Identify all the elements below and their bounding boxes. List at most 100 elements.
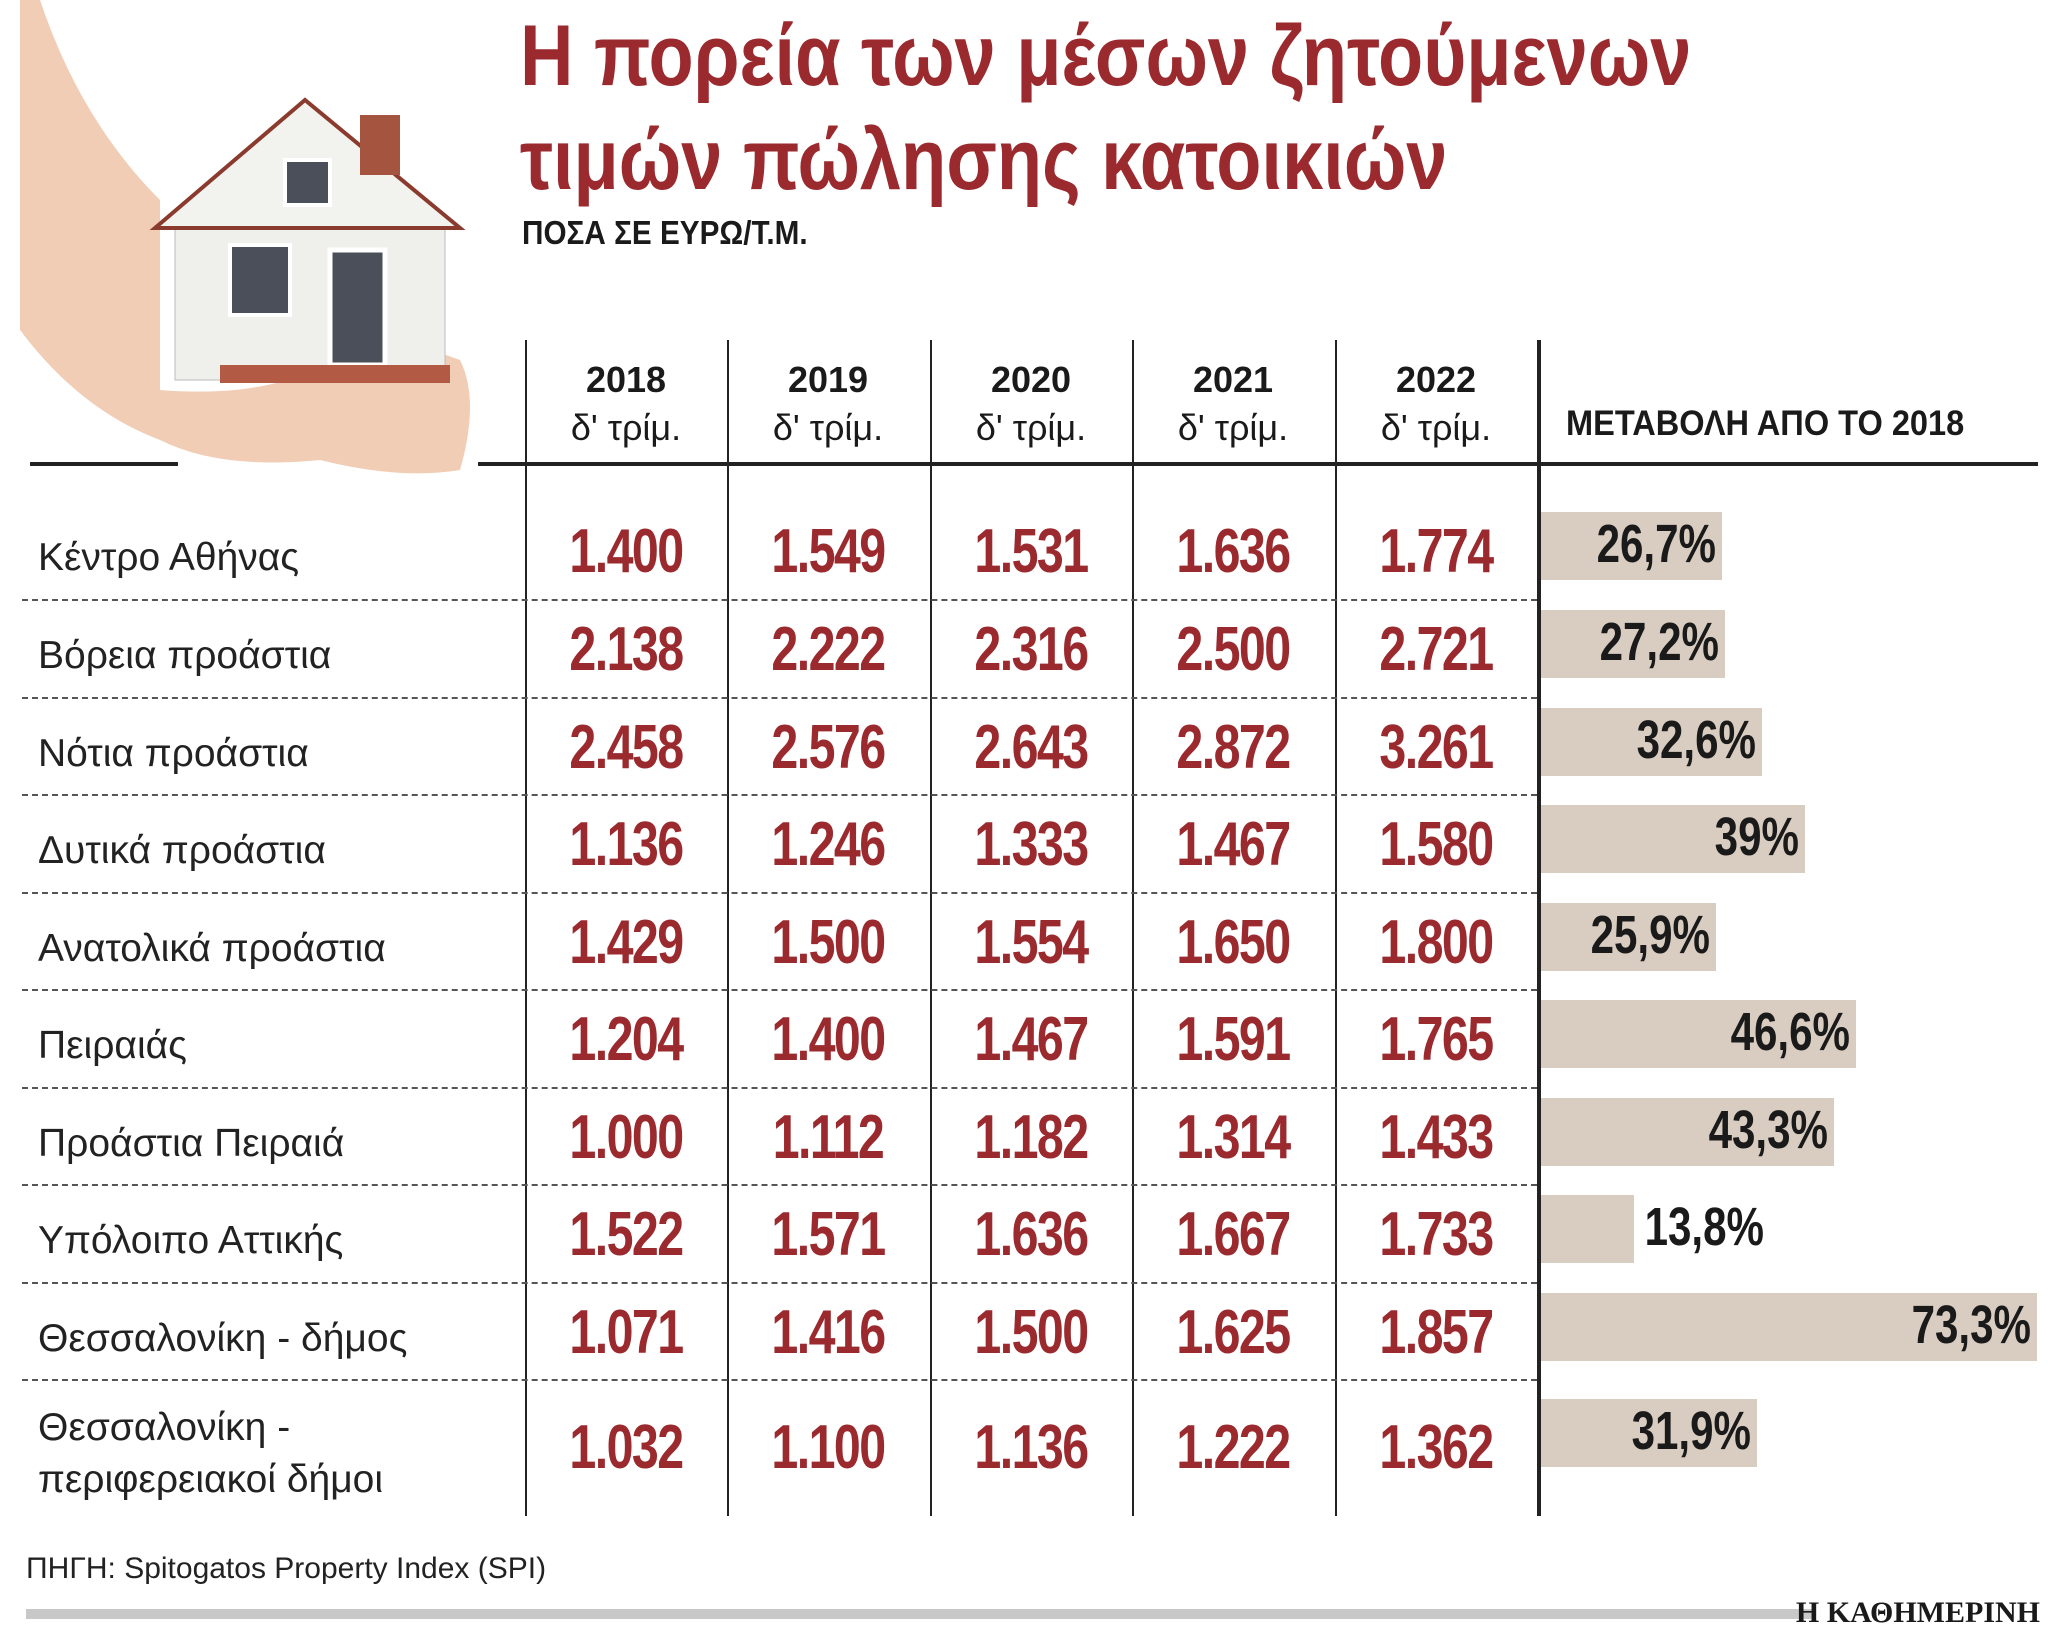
value-cell: 1.000 [569,1102,684,1172]
house-wall [174,219,446,381]
value-cell: 1.733 [1379,1200,1494,1269]
door [327,247,388,368]
value-cell: 1.636 [1176,517,1291,586]
table-row: Ανατολικά προάστια 1.429 1.500 1.554 1.650 1.… [22,894,1537,991]
value-cell: 1.667 [1176,1200,1291,1269]
value-cell: 2.643 [974,712,1089,782]
change-bar [1541,707,1762,776]
value-cell: 1.549 [771,517,886,586]
change-bar [1541,1292,2037,1361]
column-header: 2021 δ' τρίμ. [1132,356,1334,452]
footer-bar [26,1609,1816,1619]
column-year: 2020 [990,359,1072,400]
value-cell: 1.136 [569,810,684,879]
value-cell: 1.136 [974,1413,1089,1482]
value-cell: 1.625 [1176,1297,1291,1367]
column-divider [930,340,932,1516]
source-note: ΠΗΓΗ: Spitogatos Property Index (SPI) [26,1552,547,1585]
value-cell: 1.204 [569,1005,684,1074]
row-label: Κέντρο Αθήνας [38,536,300,579]
value-cell: 1.467 [1176,810,1291,879]
value-cell: 1.400 [771,1005,886,1074]
table-row: Βόρεια προάστια 2.138 2.222 2.316 2.500 2.721 [22,601,1537,699]
value-cell: 1.314 [1176,1102,1291,1172]
column-divider [1335,340,1337,1516]
title-line-1: Η πορεία των μέσων ζητούμενων [520,8,1692,104]
value-cell: 1.774 [1379,517,1494,586]
change-label: 39% [1714,807,1799,867]
units-subtitle: ΠΟΣΑ ΣΕ ΕΥΡΩ/Τ.Μ. [522,214,808,251]
header-rule-left [30,462,178,466]
change-bar [1541,1195,1635,1263]
column-year: 2019 [787,359,869,400]
table-row: Θεσσαλονίκη - περιφερειακοί δήμοι 1.032 1.… [22,1381,1537,1515]
value-cell: 1.429 [569,907,684,977]
value-cell: 1.362 [1379,1413,1494,1482]
table-row: Υπόλοιπο Αττικής 1.522 1.571 1.636 1.667 1.73… [22,1186,1537,1284]
change-bar [1541,610,1726,678]
title-line-2: τιμών πώλησης κατοικιών [520,112,1448,208]
change-bar [1541,512,1722,580]
column-header: 2019 δ' τρίμ. [727,356,929,452]
value-cell: 1.032 [569,1413,684,1482]
value-cell: 1.071 [569,1297,684,1367]
value-cell: 1.857 [1379,1297,1494,1367]
value-cell: 1.416 [771,1297,886,1367]
table-row: Προάστια Πειραιά 1.000 1.112 1.182 1.314 1.43… [22,1089,1537,1186]
row-label: Ανατολικά προάστια [38,926,386,970]
value-cell: 1.333 [974,810,1089,879]
value-cell: 2.222 [771,615,886,684]
change-label: 73,3% [1911,1294,2031,1355]
column-divider [1537,340,1541,1516]
column-header: 2022 δ' τρίμ. [1335,356,1537,452]
column-header: 2020 δ' τρίμ. [930,356,1132,452]
row-label: Θεσσαλονίκη - περιφερειακοί δήμοι [38,1406,384,1501]
change-label: 25,9% [1590,904,1711,965]
change-label: 13,8% [1644,1197,1765,1257]
value-cell: 1.636 [974,1200,1089,1269]
column-quarter: δ' τρίμ. [570,407,682,448]
change-label: 32,6% [1636,709,1756,770]
change-bar [1541,1000,1857,1068]
value-cell: 1.467 [974,1005,1089,1074]
chimney [360,115,400,175]
column-quarter: δ' τρίμ. [1380,407,1492,448]
house-base [220,365,450,383]
publisher-logo: Η ΚΑΘΗΜΕΡΙΝΗ [1795,1596,2040,1629]
column-quarter: δ' τρίμ. [772,407,884,448]
value-cell: 1.500 [974,1297,1089,1367]
header-rule-main [478,462,2038,466]
value-cell: 2.500 [1176,615,1291,684]
value-cell: 1.182 [974,1102,1089,1172]
column-year: 2021 [1192,359,1274,400]
value-cell: 1.580 [1379,810,1494,879]
change-label: 43,3% [1708,1099,1828,1160]
change-label: 27,2% [1599,612,1720,672]
value-cell: 3.261 [1379,712,1494,782]
value-cell: 1.100 [771,1413,886,1482]
value-cell: 1.522 [569,1200,684,1269]
row-label: Θεσσαλονίκη - δήμος [38,1316,408,1360]
value-cell: 1.571 [771,1200,886,1269]
change-header: ΜΕΤΑΒΟΛΗ ΑΠΟ ΤΟ 2018 [1566,404,1965,443]
column-divider [1132,340,1134,1516]
window-left [228,243,292,317]
table-row: Κέντρο Αθήνας 1.400 1.549 1.531 1.636 1.774 [22,503,1537,601]
value-cell: 1.800 [1379,907,1494,977]
value-cell: 1.246 [771,810,886,879]
value-cell: 2.458 [569,712,684,782]
column-quarter: δ' τρίμ. [1177,407,1289,448]
row-label: Βόρεια προάστια [38,634,332,677]
value-cell: 2.316 [974,615,1089,684]
value-cell: 1.400 [569,517,684,586]
value-cell: 1.650 [1176,907,1291,977]
column-divider [727,340,729,1516]
table-row: Νότια προάστια 2.458 2.576 2.643 2.872 3.261 [22,699,1537,796]
change-label: 31,9% [1631,1401,1751,1461]
value-cell: 2.721 [1379,615,1494,684]
change-bar [1541,1097,1834,1166]
column-quarter: δ' τρίμ. [975,407,1087,448]
value-cell: 1.500 [771,907,886,977]
value-cell: 1.433 [1379,1102,1494,1172]
value-cell: 1.112 [772,1102,885,1172]
